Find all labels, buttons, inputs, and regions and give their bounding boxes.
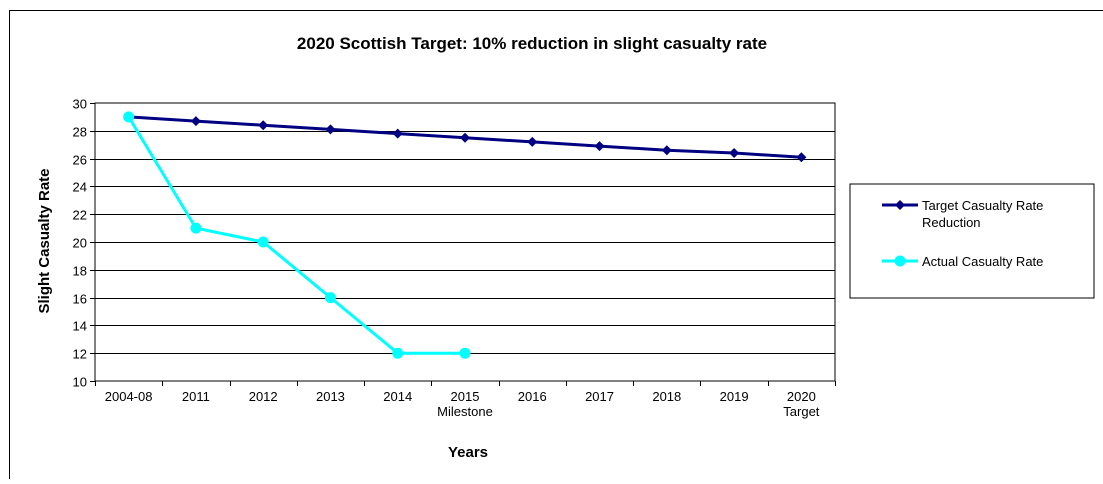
legend-label: Actual Casualty Rate xyxy=(922,254,1043,269)
series-line xyxy=(127,116,465,355)
legend: Target Casualty Rate Reduction Actual Casu… xyxy=(849,183,1095,299)
legend-label: Reduction xyxy=(922,215,981,230)
data-point xyxy=(729,148,740,159)
y-tick-label: 28 xyxy=(73,125,87,140)
data-point xyxy=(123,111,135,123)
x-tick-label: 2012 xyxy=(249,389,278,404)
legend-item: Target Casualty Rate Reduction xyxy=(882,198,1043,230)
x-axis-title: Years xyxy=(448,444,488,461)
y-tick-label: 22 xyxy=(73,208,87,223)
y-axis-title: Slight Casualty Rate xyxy=(36,168,53,313)
data-point xyxy=(459,347,471,359)
y-tick-label: 12 xyxy=(73,347,87,362)
x-tick-label: 2004-08 xyxy=(105,389,153,404)
x-tick-sublabel: Target xyxy=(783,404,820,419)
y-tick-label: 24 xyxy=(73,180,87,195)
y-tick-label: 18 xyxy=(73,264,87,279)
data-point xyxy=(325,124,336,135)
legend-swatch-marker xyxy=(895,200,905,210)
series-1 xyxy=(123,111,471,359)
data-point xyxy=(594,141,605,152)
data-point xyxy=(527,136,538,147)
data-point xyxy=(460,132,470,143)
x-tick-label: 2016 xyxy=(518,389,547,404)
data-point xyxy=(796,152,807,163)
legend-swatch-marker xyxy=(894,255,906,267)
x-tick-sublabel: Milestone xyxy=(437,404,493,419)
series-0 xyxy=(123,111,807,163)
chart-title: 2020 Scottish Target: 10% reduction in s… xyxy=(297,34,767,53)
data-point xyxy=(190,222,202,234)
x-tick-label: 2015 xyxy=(451,389,480,404)
x-tick-label: 2014 xyxy=(383,389,412,404)
legend-item: Actual Casualty Rate xyxy=(882,254,1043,269)
data-point xyxy=(661,145,672,156)
data-point xyxy=(257,236,269,248)
series-layer xyxy=(123,111,807,359)
x-tick-label: 2018 xyxy=(652,389,681,404)
y-tick-label: 20 xyxy=(73,236,87,251)
x-tick-label: 2019 xyxy=(720,389,749,404)
x-tick-label: 2011 xyxy=(182,389,210,404)
axes: 10 12 14 16 18 20 22 24 26 28 30 2004-08 2011 2012 201… xyxy=(73,97,836,419)
x-tick-label: 2020 xyxy=(787,389,816,404)
x-tick-label: 2013 xyxy=(316,389,345,404)
y-tick-label: 16 xyxy=(73,292,87,307)
data-point xyxy=(392,128,403,139)
legend-label: Target Casualty Rate xyxy=(922,198,1043,213)
legend-box xyxy=(849,183,1095,299)
data-point xyxy=(392,347,404,359)
data-point xyxy=(190,116,201,127)
y-tick-label: 26 xyxy=(73,153,87,168)
y-tick-label: 10 xyxy=(73,375,87,390)
y-tick-label: 30 xyxy=(73,97,87,112)
y-tick-label: 14 xyxy=(73,319,87,334)
data-point xyxy=(324,292,336,304)
x-tick-label: 2017 xyxy=(585,389,614,404)
data-point xyxy=(258,120,269,131)
gridlines xyxy=(95,131,835,354)
